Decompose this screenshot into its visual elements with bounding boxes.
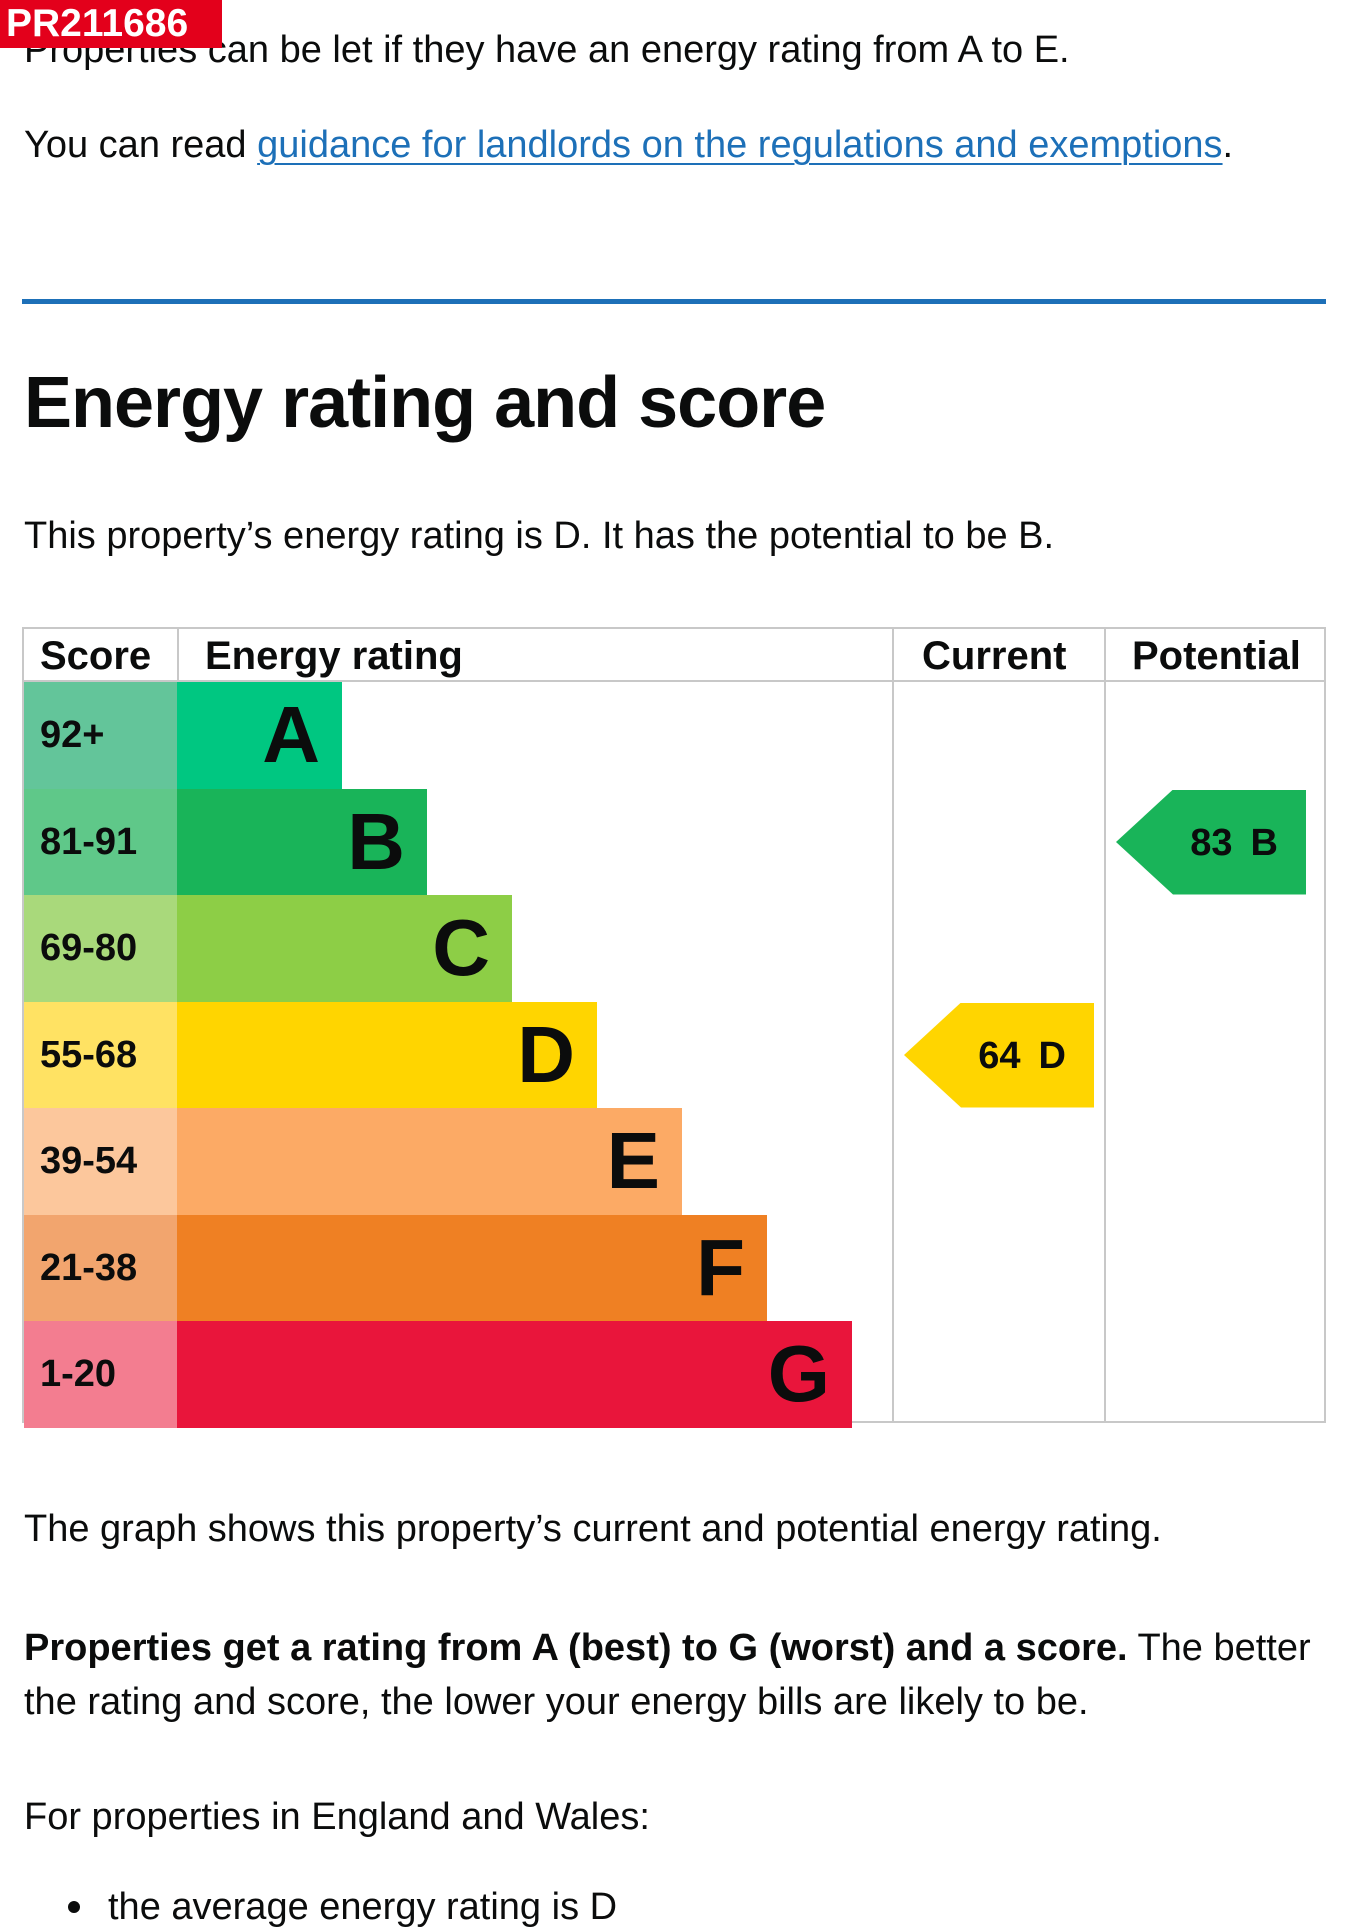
guidance-link[interactable]: guidance for landlords on the regulation… [257,124,1223,166]
band-letter-f: F [696,1222,745,1312]
score-column-header: Score [40,634,152,678]
column-divider [1104,629,1106,1421]
band-letter-d: D [517,1009,575,1099]
current-score-value: 64 [978,1034,1021,1077]
band-bar-a: A [177,682,342,789]
band-letter-c: C [432,903,490,992]
energy-rating-chart: Score Energy rating Current Potential 92… [22,627,1326,1428]
band-letter-b: B [347,796,405,886]
band-bar-d: D [177,1001,597,1109]
band-letter-g: G [767,1329,830,1418]
region-intro: For properties in England and Wales: [24,1796,650,1838]
band-score-c: 69-80 [24,895,177,1002]
section-divider [22,299,1326,304]
average-rating-bullet: the average energy rating is D [108,1886,618,1928]
current-rating-label: 64 D [978,1003,1066,1108]
section-heading: Energy rating and score [24,363,826,443]
current-column-header: Current [922,634,1067,678]
potential-rating-marker: 83 B [1116,789,1306,895]
current-rating-marker: 64 D [904,1002,1094,1108]
band-bar-e: E [177,1108,682,1215]
header-divider [24,680,1324,682]
reference-badge: PR211686 [0,0,222,48]
band-score-b: 81-91 [24,788,177,896]
column-divider [892,629,894,1421]
band-score-g: 1-20 [24,1321,177,1428]
bullet-marker [68,1901,80,1913]
energy-rating-column-header: Energy rating [205,634,463,678]
intro-guidance-text: You can read guidance for landlords on t… [24,122,1233,168]
graph-note: The graph shows this property’s current … [24,1508,1162,1550]
rating-summary: This property’s energy rating is D. It h… [24,515,1055,557]
potential-column-header: Potential [1132,634,1301,678]
rating-explanation-rest: The better the rating and score, the low… [24,1627,1311,1723]
rating-explanation: Properties get a rating from A (best) to… [24,1621,1324,1729]
band-bar-g: G [177,1321,852,1428]
potential-rating-letter: B [1250,821,1278,864]
band-bar-c: C [177,895,512,1002]
band-bar-b: B [177,788,427,896]
potential-rating-label: 83 B [1190,790,1278,895]
band-score-d: 55-68 [24,1001,177,1109]
band-letter-a: A [262,690,320,779]
rating-explanation-bold: Properties get a rating from A (best) to… [24,1627,1128,1669]
current-rating-letter: D [1038,1034,1066,1077]
band-letter-e: E [606,1116,660,1205]
guidance-prefix: You can read [24,124,258,166]
band-score-a: 92+ [24,682,177,789]
band-score-e: 39-54 [24,1108,177,1215]
band-score-f: 21-38 [24,1214,177,1322]
potential-score-value: 83 [1190,821,1233,864]
band-bar-f: F [177,1214,767,1322]
guidance-suffix: . [1222,124,1234,166]
